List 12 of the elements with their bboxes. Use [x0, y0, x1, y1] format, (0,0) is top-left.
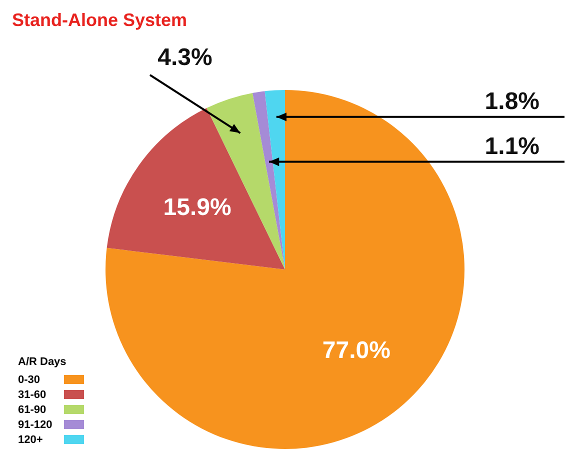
data-label: 1.1%	[484, 132, 540, 160]
legend-label: 91-120	[18, 418, 54, 430]
legend-label: 61-90	[18, 404, 48, 416]
data-label: 15.9%	[163, 194, 232, 221]
data-label: 1.8%	[484, 88, 540, 115]
legend-title: A/R Days	[18, 356, 68, 368]
legend-label: 31-60	[18, 388, 48, 400]
legend-label: 0-30	[18, 374, 42, 386]
chart-title: Stand-Alone System	[12, 10, 188, 31]
data-label: 77.0%	[322, 337, 390, 364]
data-label: 4.3%	[158, 44, 212, 71]
legend-label: 120+	[18, 434, 44, 446]
